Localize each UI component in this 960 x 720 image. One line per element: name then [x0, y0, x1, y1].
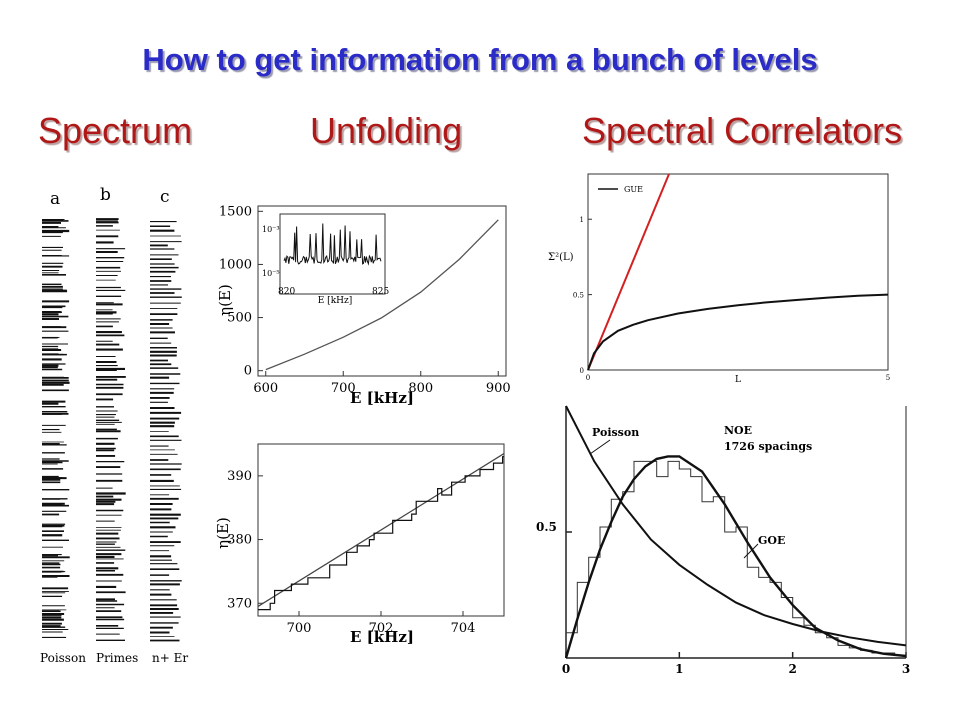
inset-xtick-2: 825 [372, 287, 389, 297]
inset-xtick-1: 820 [278, 287, 295, 297]
sigma2-xtick-label: 5 [886, 374, 890, 382]
slide-title: How to get information from a bunch of l… [142, 42, 818, 77]
unfolding-bottom-ylabel: η(E) [214, 517, 232, 549]
unfolding-top-xlabel: E [kHz] [350, 389, 414, 407]
unfolding-bottom-ytick-label: 390 [227, 469, 252, 484]
inset-ytick-2: 10⁻⁵ [262, 269, 280, 278]
inset-ytick-1: 10⁻³ [262, 225, 280, 234]
spectrum-col-a-label: a [50, 189, 60, 209]
header-spectral-correlators: Spectral Correlators [582, 110, 903, 151]
unfolding-top-ytick-label: 1500 [219, 204, 252, 219]
nns-spacings-annotation: 1726 spacings [724, 440, 812, 453]
nns-goe-annotation: GOE [758, 534, 785, 547]
header-spectrum: Spectrum [38, 110, 193, 151]
unfolding-top-curve [265, 219, 499, 371]
inset-xlabel: E [kHz] [318, 296, 353, 306]
nns-goe-pointer [743, 543, 759, 559]
sigma2-goe-curve [587, 293, 889, 371]
nns-xtick-label: 0 [562, 662, 570, 676]
spacing-distribution-plot: 0 1 2 3 Poisson NOE 1726 spacings GOE 0.5 [536, 405, 910, 676]
unfolding-bottom-staircase [258, 456, 504, 611]
sigma2-legend-label: GUE [624, 185, 643, 194]
unfolding-staircase-plot: 600 700 800 900 0 500 1000 1500 η(E) E [kHz] 10… [216, 204, 511, 407]
unfolding-bottom-xtick-label: 700 [287, 621, 312, 636]
unfolding-bottom-ytick-label: 380 [227, 533, 252, 548]
unfolding-bottom-xtick-label: 704 [451, 621, 476, 636]
unfolding-top-xtick-label: 800 [408, 381, 433, 396]
nns-poisson-annotation: Poisson [592, 426, 639, 439]
unfolding-top-xtick-label: 700 [331, 381, 356, 396]
unfolding-top-ytick-label: 0 [244, 364, 252, 379]
header-unfolding: Unfolding [310, 110, 463, 151]
sigma2-ylabel: Σ²(L) [548, 252, 574, 263]
unfolding-top-frame [257, 205, 507, 377]
spectrum-col-c-label: c [160, 187, 170, 207]
sigma2-gue-line [587, 173, 670, 371]
nns-goe-curve [564, 455, 907, 659]
unfolding-top-ytick-label: 1000 [219, 257, 252, 272]
sigma2-plot: 0 5 0 0.5 1 GUE Σ²(L) L [548, 173, 890, 385]
sigma2-ytick-label: 0 [580, 367, 584, 375]
sigma2-frame [587, 173, 889, 371]
unfolding-bottom-xtick-label: 702 [369, 621, 394, 636]
spectrum-nEr-label: n+ Er [152, 651, 188, 665]
unfolding-bottom-xlabel: E [kHz] [350, 628, 414, 646]
sigma2-ytick-label: 1 [580, 216, 584, 224]
nns-histogram [566, 460, 906, 656]
spectrum-primes-label: Primes [96, 651, 138, 665]
nns-xtick-label: 2 [788, 662, 796, 676]
nns-noe-annotation: NOE [724, 424, 752, 437]
spectrum-col-b-label: b [100, 185, 111, 205]
unfolding-top-ylabel: η(E) [216, 284, 234, 316]
unfolding-top-xtick-label: 600 [253, 381, 278, 396]
spectrum-poisson-label: Poisson [40, 651, 86, 665]
spectrum-panel: a b c Poisson Primes n+ Er [40, 185, 188, 665]
unfolding-inset-curve [283, 223, 382, 266]
nns-poisson-curve [565, 405, 907, 647]
nns-xtick-label: 1 [675, 662, 683, 676]
unfolding-zoom-plot: 700 702 704 370 380 390 η(E) E [kHz] [214, 443, 505, 646]
unfolding-bottom-ytick-label: 370 [227, 596, 252, 611]
unfolding-top-xtick-label: 900 [486, 381, 511, 396]
sigma2-ytick-label: 0.5 [573, 292, 584, 300]
nns-xtick-label: 3 [902, 662, 910, 676]
unfolding-top-ytick-label: 500 [227, 311, 252, 326]
sigma2-xtick-label: 0 [586, 374, 590, 382]
nns-ytick-label: 0.5 [536, 520, 557, 534]
sigma2-xlabel: L [735, 375, 741, 385]
nns-poisson-pointer [589, 439, 611, 455]
unfolding-bottom-smooth-line [257, 453, 505, 607]
